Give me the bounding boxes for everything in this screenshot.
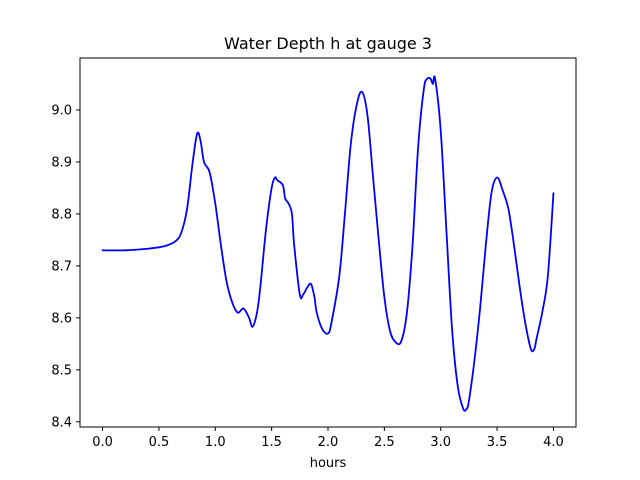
x-tick-label: 3.0 xyxy=(430,435,451,450)
x-tick-label: 1.0 xyxy=(205,435,226,450)
plot-frame xyxy=(79,57,577,428)
x-tick-label: 3.5 xyxy=(487,435,508,450)
axis-ticks: 0.0 0.5 1.0 1.5 2.0 2.5 3.0 3.5 4.0 8.4 8.5 8.6 8.7 8… xyxy=(51,103,563,450)
series-layer xyxy=(101,75,555,412)
x-tick-label: 4.0 xyxy=(543,435,564,450)
y-tick-label: 8.9 xyxy=(51,155,72,170)
x-axis-label: hours xyxy=(310,456,347,471)
x-tick-label: 0.0 xyxy=(92,435,113,450)
y-tick-label: 8.7 xyxy=(51,259,72,274)
y-tick-label: 8.6 xyxy=(51,311,72,326)
y-tick-label: 8.5 xyxy=(51,363,72,378)
x-tick-label: 0.5 xyxy=(149,435,170,450)
y-tick-label: 9.0 xyxy=(51,103,72,118)
x-tick-label: 2.5 xyxy=(374,435,395,450)
x-tick-label: 2.0 xyxy=(318,435,339,450)
plot-area xyxy=(80,58,576,427)
series-line xyxy=(101,75,555,412)
chart-title: Water Depth h at gauge 3 xyxy=(224,34,432,53)
x-tick-label: 1.5 xyxy=(261,435,282,450)
y-tick-label: 8.8 xyxy=(51,207,72,222)
y-tick-label: 8.4 xyxy=(51,415,72,430)
